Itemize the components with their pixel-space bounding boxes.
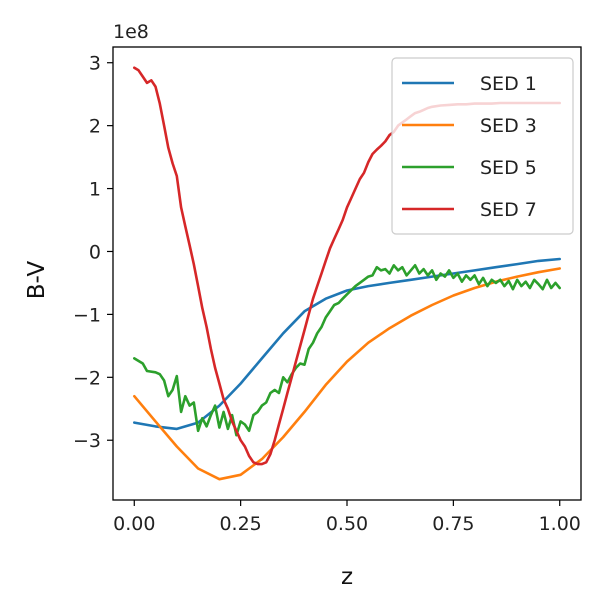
series-line-sed-3 — [133, 264, 561, 437]
y-tick-label: −3 — [73, 430, 101, 452]
legend-box — [391, 57, 574, 235]
x-tick-label: 1.00 — [539, 513, 581, 535]
y-tick-label: 2 — [89, 116, 101, 138]
y-tick-label: 1 — [89, 179, 101, 201]
x-axis-label: z — [341, 564, 353, 590]
series-line-sed-1 — [133, 257, 561, 431]
y-tick-label: −1 — [73, 304, 101, 326]
y-axis-label: B-V — [24, 261, 50, 300]
x-tick-label: 0.00 — [113, 513, 155, 535]
legend-label-sed-3: SED 5 — [480, 157, 537, 179]
x-tick-label: 0.50 — [326, 513, 368, 535]
x-tick-label: 0.25 — [219, 513, 261, 535]
y-tick-label: 3 — [89, 53, 101, 75]
y-offset-text: 1e8 — [113, 21, 149, 43]
x-tick-label: 0.75 — [432, 513, 474, 535]
x-axis-ticks: 0.00 0.25 0.50 0.75 1.00 — [113, 500, 581, 535]
legend: SED 1 SED 3 SED 5 SED 7 — [391, 57, 574, 235]
y-axis-ticks: −3 −2 −1 0 1 2 3 — [73, 53, 113, 452]
y-tick-label: −2 — [73, 367, 101, 389]
y-tick-label: 0 — [89, 241, 101, 263]
legend-label-sed-2: SED 3 — [480, 115, 537, 137]
legend-label-sed-1: SED 1 — [480, 73, 537, 95]
legend-label-sed-4: SED 7 — [480, 199, 537, 221]
